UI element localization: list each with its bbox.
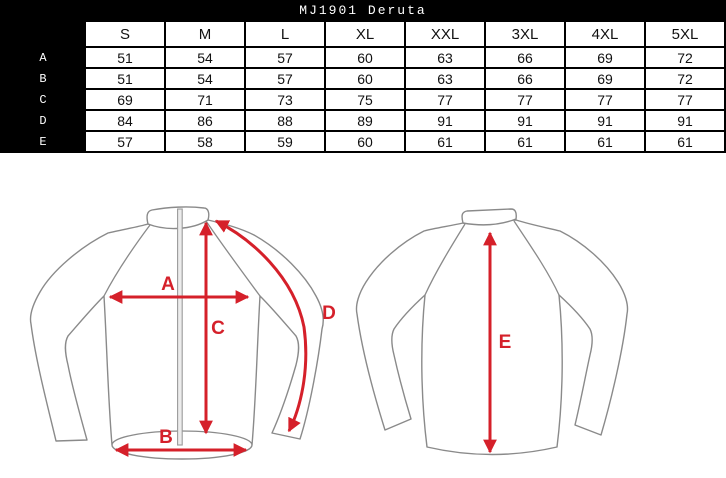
size-value-cell: 75: [324, 88, 406, 111]
size-table: S M L XL XXL 3XL 4XL 5XL A 51 54 57 60: [0, 20, 726, 153]
jersey-front-outline: [29, 206, 324, 460]
size-value-cell: 61: [484, 130, 566, 153]
measure-arrow-d: [214, 219, 308, 433]
size-value-cell: 66: [484, 46, 566, 69]
measure-label-d: D: [322, 303, 336, 324]
table-row: A 51 54 57 60 63 66 69 72: [0, 46, 726, 69]
jersey-back-collar: [461, 208, 517, 226]
size-column-header: 3XL: [484, 20, 566, 48]
jersey-front-left-seam: [103, 224, 151, 297]
size-value-cell: 61: [564, 130, 646, 153]
size-value-cell: 66: [484, 67, 566, 90]
measurement-arrows: [108, 219, 497, 457]
size-value-cell: 69: [84, 88, 166, 111]
measure-row-label: B: [0, 67, 86, 90]
size-value-cell: 91: [484, 109, 566, 132]
measure-row-label: A: [0, 46, 86, 69]
size-value-cell: 91: [644, 109, 726, 132]
size-value-cell: 54: [164, 46, 246, 69]
measure-row-label: C: [0, 88, 86, 111]
corner-cell: [0, 20, 86, 48]
measure-row-label: E: [0, 130, 86, 153]
size-column-header: 4XL: [564, 20, 646, 48]
size-column-header: 5XL: [644, 20, 726, 48]
size-value-cell: 57: [84, 130, 166, 153]
size-value-cell: 57: [244, 67, 326, 90]
jersey-front-body: [29, 219, 324, 460]
jersey-back-outline: [355, 208, 629, 456]
size-value-cell: 89: [324, 109, 406, 132]
size-value-cell: 61: [404, 130, 486, 153]
size-value-cell: 77: [644, 88, 726, 111]
size-value-cell: 51: [84, 67, 166, 90]
size-value-cell: 57: [244, 46, 326, 69]
size-column-header: L: [244, 20, 326, 48]
size-value-cell: 91: [564, 109, 646, 132]
size-value-cell: 69: [564, 46, 646, 69]
size-value-cell: 69: [564, 67, 646, 90]
size-value-cell: 77: [484, 88, 566, 111]
size-column-header: S: [84, 20, 166, 48]
measure-label-a: A: [161, 274, 175, 295]
size-value-cell: 60: [324, 46, 406, 69]
size-value-cell: 63: [404, 46, 486, 69]
table-row: C 69 71 73 75 77 77 77 77: [0, 88, 726, 111]
size-value-cell: 88: [244, 109, 326, 132]
measurement-labels: A C B D E: [159, 274, 511, 448]
measure-label-b: B: [159, 427, 173, 448]
size-value-cell: 72: [644, 67, 726, 90]
size-column-header: XL: [324, 20, 406, 48]
chart-title: MJ1901 Deruta: [0, 0, 726, 20]
size-value-cell: 71: [164, 88, 246, 111]
size-value-cell: 58: [164, 130, 246, 153]
size-value-cell: 59: [244, 130, 326, 153]
size-value-cell: 61: [644, 130, 726, 153]
size-value-cell: 77: [404, 88, 486, 111]
size-value-cell: 91: [404, 109, 486, 132]
size-value-cell: 60: [324, 67, 406, 90]
size-value-cell: 73: [244, 88, 326, 111]
size-value-cell: 77: [564, 88, 646, 111]
size-value-cell: 54: [164, 67, 246, 90]
size-column-header: M: [164, 20, 246, 48]
size-column-header: XXL: [404, 20, 486, 48]
size-value-cell: 84: [84, 109, 166, 132]
table-row: D 84 86 88 89 91 91 91 91: [0, 109, 726, 132]
table-row: E 57 58 59 60 61 61 61 61: [0, 130, 726, 153]
jersey-back-right-seam: [513, 220, 560, 296]
size-value-cell: 60: [324, 130, 406, 153]
table-row: B 51 54 57 60 63 66 69 72: [0, 67, 726, 90]
size-value-cell: 51: [84, 46, 166, 69]
measure-label-c: C: [211, 318, 225, 339]
jersey-back-body: [355, 219, 629, 456]
size-value-cell: 86: [164, 109, 246, 132]
jersey-back-left-seam: [424, 223, 466, 296]
zipper-line: [177, 208, 183, 446]
measure-row-label: D: [0, 109, 86, 132]
size-header-row: S M L XL XXL 3XL 4XL 5XL: [0, 20, 726, 48]
measure-label-e: E: [499, 332, 512, 353]
size-chart: MJ1901 Deruta S M L XL XXL 3XL 4XL 5XL: [0, 0, 726, 153]
size-value-cell: 72: [644, 46, 726, 69]
measurement-diagram: A C B D E: [0, 183, 726, 478]
size-value-cell: 63: [404, 67, 486, 90]
